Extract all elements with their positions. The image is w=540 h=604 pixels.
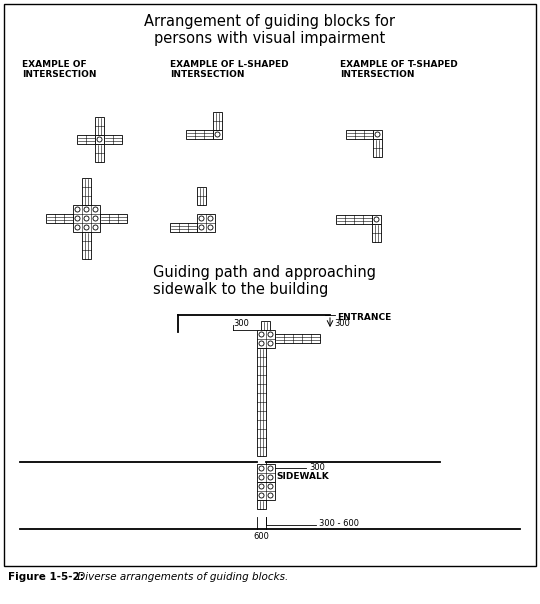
- Bar: [95, 117, 104, 135]
- Bar: [82, 232, 91, 259]
- Text: Diverse arrangements of guiding blocks.: Diverse arrangements of guiding blocks.: [74, 572, 288, 582]
- Text: 300: 300: [334, 318, 350, 327]
- Text: 600: 600: [253, 532, 269, 541]
- Text: 300: 300: [233, 319, 249, 328]
- Bar: [170, 223, 197, 232]
- Bar: [186, 130, 213, 139]
- Bar: [373, 139, 382, 157]
- Bar: [346, 130, 373, 139]
- Circle shape: [208, 216, 213, 221]
- Bar: [373, 130, 382, 139]
- Text: 300 - 600: 300 - 600: [319, 519, 359, 528]
- Text: ENTRANCE: ENTRANCE: [337, 313, 392, 322]
- Text: Arrangement of guiding blocks for
persons with visual impairment: Arrangement of guiding blocks for person…: [145, 14, 395, 47]
- Circle shape: [375, 132, 380, 137]
- Bar: [82, 178, 91, 205]
- Circle shape: [268, 341, 273, 346]
- Text: EXAMPLE OF
INTERSECTION: EXAMPLE OF INTERSECTION: [22, 60, 97, 79]
- Bar: [257, 348, 266, 456]
- Circle shape: [199, 225, 204, 230]
- Circle shape: [97, 137, 102, 142]
- Circle shape: [374, 217, 379, 222]
- Bar: [95, 144, 104, 162]
- Bar: [336, 215, 372, 224]
- Bar: [197, 214, 215, 232]
- Bar: [372, 215, 381, 224]
- Bar: [73, 205, 100, 232]
- Circle shape: [259, 493, 264, 498]
- Bar: [261, 321, 270, 330]
- Bar: [213, 112, 222, 130]
- Circle shape: [259, 341, 264, 346]
- Circle shape: [259, 475, 264, 480]
- Circle shape: [268, 493, 273, 498]
- Text: EXAMPLE OF T-SHAPED
INTERSECTION: EXAMPLE OF T-SHAPED INTERSECTION: [340, 60, 458, 79]
- Circle shape: [268, 484, 273, 489]
- Circle shape: [259, 332, 264, 337]
- Circle shape: [75, 207, 80, 212]
- Bar: [257, 464, 275, 482]
- Circle shape: [199, 216, 204, 221]
- Bar: [257, 500, 266, 509]
- Bar: [100, 214, 127, 223]
- Bar: [257, 330, 275, 348]
- Circle shape: [75, 216, 80, 221]
- Circle shape: [93, 207, 98, 212]
- Circle shape: [215, 132, 220, 137]
- Bar: [197, 187, 206, 205]
- Text: 300: 300: [309, 463, 325, 472]
- Circle shape: [84, 207, 89, 212]
- Circle shape: [84, 225, 89, 230]
- Text: Guiding path and approaching
sidewalk to the building: Guiding path and approaching sidewalk to…: [153, 265, 376, 297]
- Circle shape: [75, 225, 80, 230]
- Circle shape: [93, 216, 98, 221]
- Circle shape: [259, 484, 264, 489]
- Bar: [275, 334, 320, 343]
- Bar: [77, 135, 95, 144]
- Bar: [213, 130, 222, 139]
- Bar: [372, 224, 381, 242]
- Text: SIDEWALK: SIDEWALK: [276, 472, 329, 481]
- Circle shape: [84, 216, 89, 221]
- Circle shape: [268, 332, 273, 337]
- Circle shape: [259, 466, 264, 471]
- Circle shape: [93, 225, 98, 230]
- Text: EXAMPLE OF L-SHAPED
INTERSECTION: EXAMPLE OF L-SHAPED INTERSECTION: [170, 60, 288, 79]
- Bar: [257, 482, 275, 500]
- Circle shape: [268, 475, 273, 480]
- Bar: [95, 135, 104, 144]
- Bar: [46, 214, 73, 223]
- Circle shape: [268, 466, 273, 471]
- Text: Figure 1-5-2:: Figure 1-5-2:: [8, 572, 84, 582]
- Circle shape: [208, 225, 213, 230]
- Bar: [104, 135, 122, 144]
